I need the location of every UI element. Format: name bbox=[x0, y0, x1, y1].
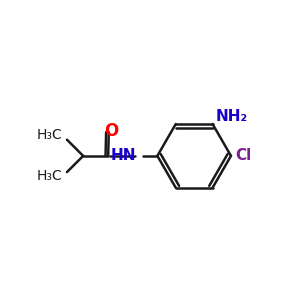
Text: O: O bbox=[104, 122, 118, 140]
Text: H₃C: H₃C bbox=[37, 128, 63, 142]
Text: Cl: Cl bbox=[236, 148, 252, 164]
Text: H₃C: H₃C bbox=[37, 169, 63, 184]
Text: NH₂: NH₂ bbox=[215, 109, 247, 124]
Text: HN: HN bbox=[111, 148, 136, 164]
